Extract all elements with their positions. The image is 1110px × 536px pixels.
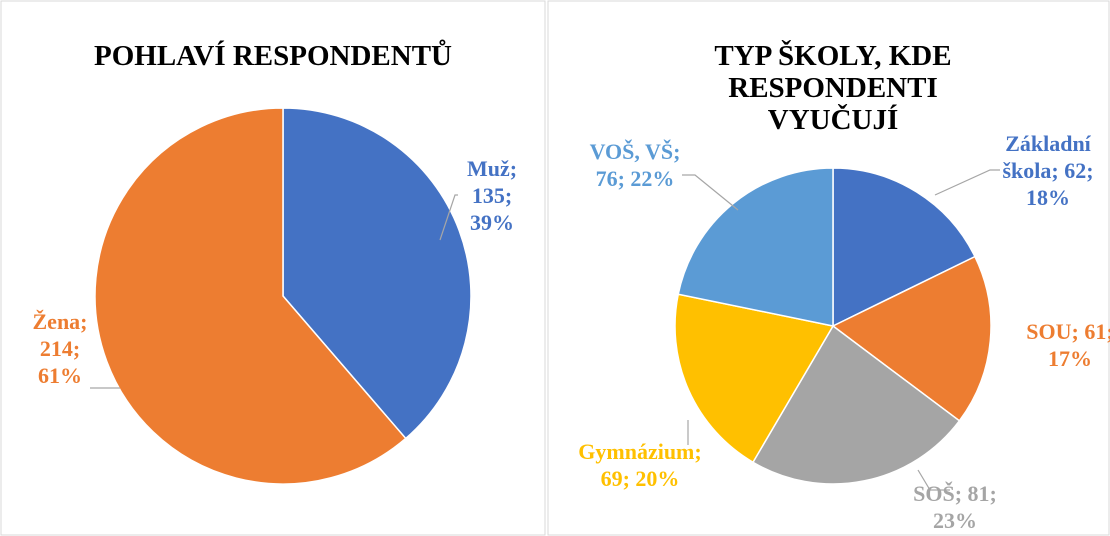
leader-line <box>917 469 950 491</box>
pie-slice <box>751 324 961 485</box>
pie-slice <box>282 107 472 440</box>
data-label: Muž; 135; 39% <box>466 155 518 235</box>
pie-slice <box>677 167 834 327</box>
panel-border <box>547 0 1110 536</box>
data-label: SOŠ; 81; 23% <box>913 481 997 533</box>
pie-slice <box>832 167 976 328</box>
pie-slice <box>674 293 835 464</box>
chart-title: TYP ŠKOLY, KDE RESPONDENTI VYUČUJÍ <box>714 40 952 136</box>
data-label: VOŠ, VŠ; 76; 22% <box>589 139 681 191</box>
data-label: SOU; 61; 17% <box>1026 319 1110 371</box>
data-label: Žena; 214; 61% <box>32 308 88 388</box>
pie-slice <box>831 255 992 422</box>
leader-line <box>682 174 739 211</box>
leader-line <box>934 169 1000 196</box>
chart-title: POHLAVÍ RESPONDENTŮ <box>94 40 452 72</box>
data-label: Gymnázium; 69; 20% <box>578 439 702 491</box>
panel-border <box>0 0 546 536</box>
leader-line <box>439 194 458 241</box>
data-label: Základní škola; 62; 18% <box>1002 130 1094 210</box>
pie-slice <box>94 107 407 485</box>
